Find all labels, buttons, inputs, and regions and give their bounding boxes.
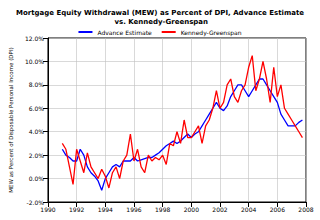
svg-text:1994: 1994 <box>98 206 113 213</box>
svg-text:Kennedy-Greenspan: Kennedy-Greenspan <box>181 29 242 37</box>
svg-text:6.0%: 6.0% <box>29 105 45 112</box>
svg-text:2006: 2006 <box>270 206 285 213</box>
svg-text:8.0%: 8.0% <box>29 81 45 88</box>
svg-text:10.0%: 10.0% <box>25 58 44 65</box>
svg-text:1992: 1992 <box>69 206 84 213</box>
svg-text:-2.0%: -2.0% <box>27 199 45 206</box>
svg-text:Mortgage Equity Withdrawal (ME: Mortgage Equity Withdrawal (MEW) as Perc… <box>16 9 304 17</box>
svg-text:2.0%: 2.0% <box>29 152 45 159</box>
svg-text:0.0%: 0.0% <box>29 175 45 182</box>
svg-text:1990: 1990 <box>40 206 55 213</box>
svg-text:2004: 2004 <box>241 206 256 213</box>
svg-text:2008: 2008 <box>298 206 313 213</box>
svg-text:1996: 1996 <box>126 206 141 213</box>
svg-text:MEW as Percent of Disposable P: MEW as Percent of Disposable Personal In… <box>8 47 15 192</box>
svg-text:2002: 2002 <box>212 206 227 213</box>
svg-text:12.0%: 12.0% <box>25 35 44 42</box>
svg-text:4.0%: 4.0% <box>29 128 45 135</box>
svg-text:1998: 1998 <box>155 206 170 213</box>
svg-text:Advance Estimate: Advance Estimate <box>97 29 152 36</box>
svg-text:2000: 2000 <box>184 206 199 213</box>
svg-text:vs. Kennedy-Greenspan: vs. Kennedy-Greenspan <box>112 18 208 26</box>
